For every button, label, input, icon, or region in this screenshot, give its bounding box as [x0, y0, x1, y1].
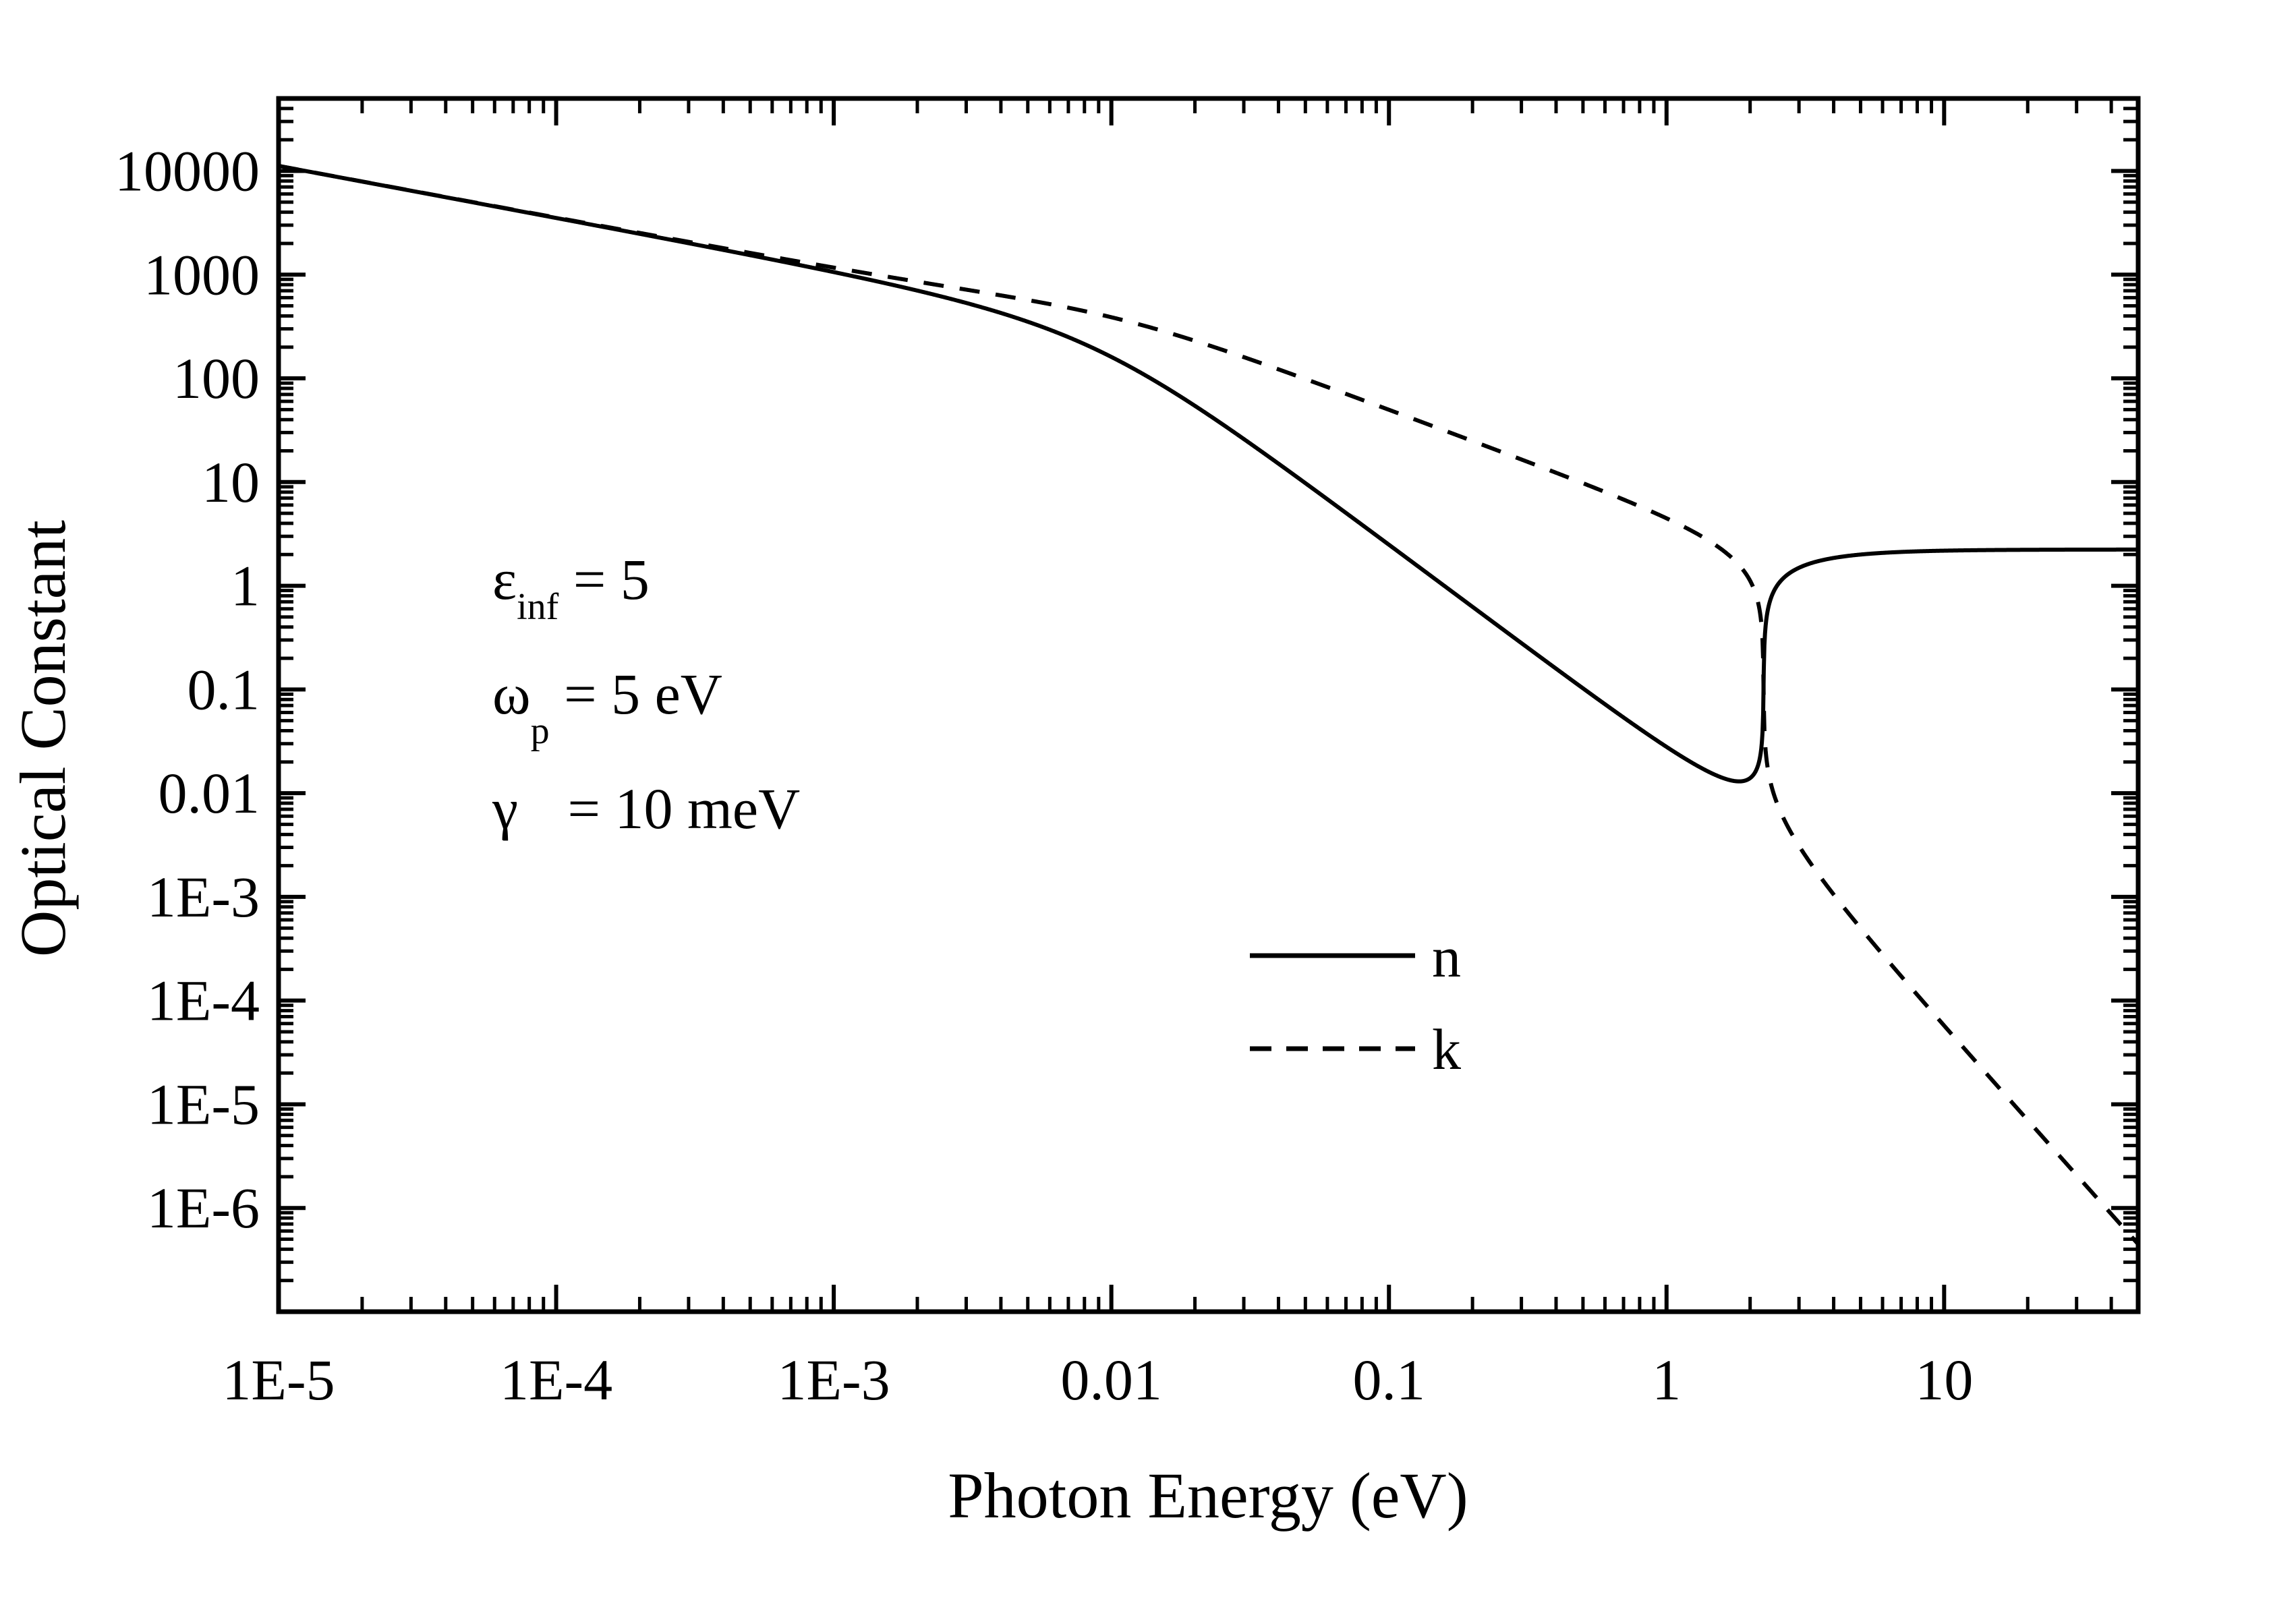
y-tick-label: 1E-4 — [147, 968, 260, 1033]
parameter-annotations: εinf = 5 ωp = 5 eV γ = 10 meV — [492, 547, 800, 841]
x-tick-label: 1E-5 — [222, 1347, 335, 1412]
x-tick-label: 10 — [1915, 1347, 1973, 1412]
gamma-symbol: γ — [492, 776, 518, 841]
eps-subscript: inf — [517, 586, 559, 628]
x-tick-label: 1 — [1652, 1347, 1681, 1412]
x-tick-label: 0.1 — [1352, 1347, 1425, 1412]
y-tick-label: 1E-5 — [147, 1072, 260, 1136]
gamma-annotation: γ = 10 meV — [492, 776, 800, 841]
x-tick-label: 1E-3 — [778, 1347, 890, 1412]
omega-value: = 5 eV — [550, 662, 722, 726]
x-tick-label: 0.01 — [1060, 1347, 1162, 1412]
y-tick-label: 1 — [231, 554, 260, 618]
legend: n k — [1250, 925, 1461, 1082]
y-tick-labels: 10000 1000 100 10 1 0.1 0.01 1E-3 1E-4 1E-5 1E-6 — [115, 138, 260, 1240]
x-axis-title: Photon Energy (eV) — [948, 1459, 1468, 1532]
y-tick-label: 10 — [202, 450, 260, 515]
y-tick-label: 1000 — [144, 242, 260, 307]
series-n-line — [277, 164, 2140, 784]
y-tick-label: 1E-6 — [147, 1175, 260, 1240]
x-tick-labels: 1E-5 1E-4 1E-3 0.01 0.1 1 10 — [222, 1347, 1973, 1412]
x-tick-label: 1E-4 — [500, 1347, 612, 1412]
eps-value: = 5 — [558, 547, 650, 612]
legend-label-n: n — [1432, 925, 1461, 989]
omega-subscript: p — [531, 710, 550, 752]
y-tick-label: 1E-3 — [147, 865, 260, 929]
y-axis-title: Optical Constant — [7, 520, 79, 957]
eps-symbol: ε — [492, 547, 517, 612]
y-tick-label: 10000 — [115, 138, 260, 203]
series-k-line — [277, 164, 2140, 1246]
eps-inf-annotation: εinf = 5 — [492, 547, 650, 628]
plot-curves — [277, 164, 2140, 1246]
plot-frame — [276, 96, 2141, 1314]
legend-label-k: k — [1432, 1017, 1461, 1082]
omega-p-annotation: ωp = 5 eV — [492, 662, 722, 752]
gamma-value: = 10 meV — [553, 776, 800, 841]
y-tick-label: 0.01 — [159, 761, 260, 825]
omega-symbol: ω — [492, 662, 531, 726]
y-tick-label: 100 — [173, 346, 260, 411]
y-tick-label: 0.1 — [188, 657, 260, 722]
